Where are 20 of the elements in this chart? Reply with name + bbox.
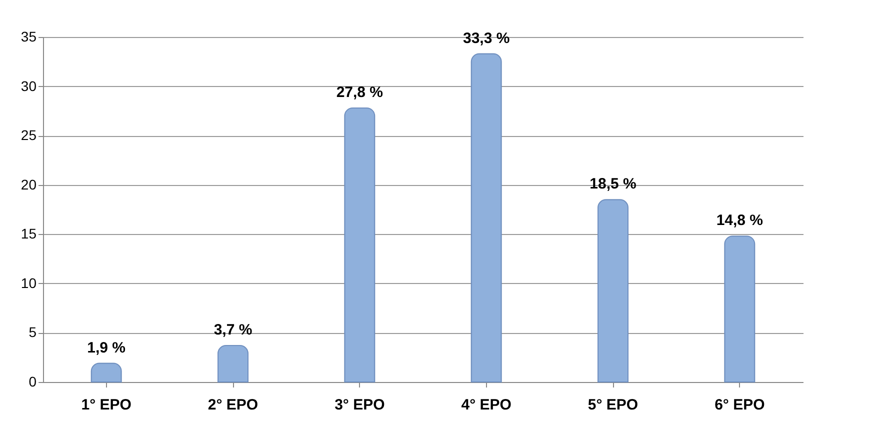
data-label: 1,9 %: [87, 339, 126, 356]
data-label: 33,3 %: [462, 30, 510, 47]
data-label: 14,8 %: [716, 212, 764, 230]
data-label: 18,5 %: [590, 176, 636, 193]
y-tick-label: 25: [20, 127, 37, 144]
x-tick-label: 3° EPO: [334, 396, 386, 414]
x-tick-label: 6° EPO: [714, 396, 766, 414]
y-tick-label: 5: [28, 324, 37, 340]
y-tick-label: 15: [20, 226, 37, 242]
y-tick-label: 10: [20, 274, 37, 291]
x-tick-label: 5° EPO: [588, 396, 638, 414]
y-tick-label: 35: [20, 28, 37, 44]
y-tick-label: 30: [20, 78, 37, 94]
x-tick-label: 2° EPO: [208, 396, 258, 414]
x-tick-label: 4° EPO: [461, 396, 512, 414]
x-tick-label: 1° EPO: [81, 396, 132, 414]
data-label: 3,7 %: [214, 322, 252, 339]
data-label: 27,8 %: [336, 84, 384, 101]
y-tick-label: 0: [28, 374, 37, 390]
y-tick-label: 20: [20, 176, 37, 192]
